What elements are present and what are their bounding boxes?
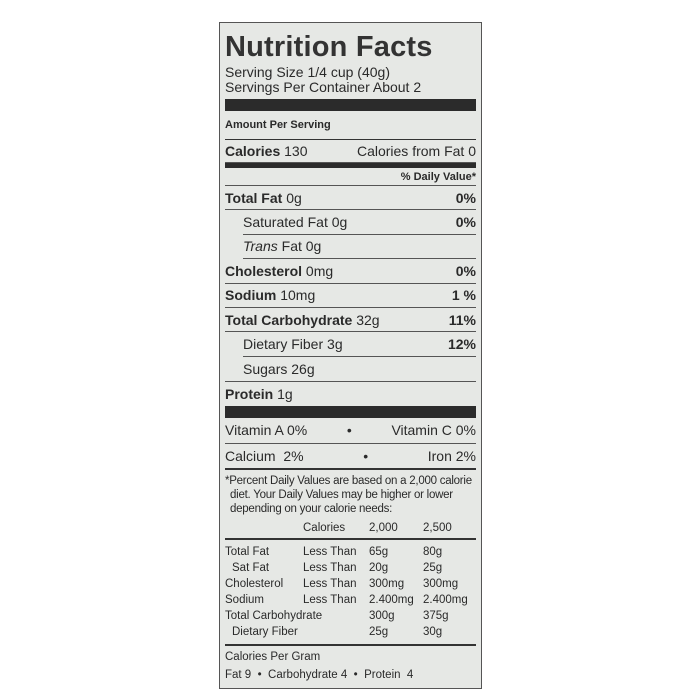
nutrient-row-total-fat: Total Fat 0g 0%	[225, 186, 476, 211]
nutrient-row-saturated-fat: Saturated Fat 0g 0%	[243, 210, 476, 235]
calories-from-fat: Calories from Fat 0	[356, 143, 476, 159]
servings-per-container: Servings Per Container About 2	[225, 79, 422, 95]
nutrient-row-cholesterol: Cholesterol 0mg 0%	[225, 259, 476, 284]
table-header: Calories 2,000 2,500	[225, 518, 476, 540]
table-row: Dietary Fiber 25g 30g	[232, 625, 443, 638]
divider	[225, 99, 476, 111]
divider	[225, 163, 476, 168]
nutrient-row-trans-fat: Trans Fat 0g	[243, 235, 476, 260]
calories-row: Calories 130 Calories from Fat 0	[225, 140, 476, 163]
table-row: Cholesterol Less Than 300mg 300mg	[225, 577, 459, 590]
divider	[225, 405, 476, 418]
nutrient-row-sugars: Sugars 26g	[243, 360, 315, 377]
table-row: Sodium Less Than 2.400mg 2.400mg	[225, 593, 468, 606]
mineral-row: Calcium 2% • Iron 2%	[225, 444, 476, 470]
footnote: *Percent Daily Values are based on a 2,0…	[225, 474, 472, 515]
table-row: Sat Fat Less Than 20g 25g	[232, 561, 443, 574]
bullet: •	[346, 422, 352, 439]
calories-value: 130	[284, 143, 308, 159]
nutrient-row-dietary-fiber: Dietary Fiber 3g 12%	[243, 332, 476, 357]
calories-label: Calories	[225, 143, 281, 159]
calories-per-gram: Calories Per Gram Fat 9 • Carbohydrate 4…	[225, 650, 414, 681]
daily-value-header: % Daily Value*	[225, 168, 476, 186]
bullet: •	[363, 447, 369, 464]
table-row: Total Fat Less Than 65g 80g	[225, 545, 443, 558]
divider	[225, 640, 476, 646]
nutrition-facts-label: Nutrition Facts Serving Size 1/4 cup (40…	[219, 22, 482, 689]
daily-values-table: Calories 2,000 2,500 Total Fat Less Than 65g…	[225, 518, 476, 646]
table-row: Total Carbohydrate 300g 375g	[225, 609, 449, 622]
vitamin-row: Vitamin A 0% • Vitamin C 0%	[225, 418, 476, 444]
serving-size: Serving Size 1/4 cup (40g)	[225, 64, 390, 80]
nutrient-row-sodium: Sodium 10mg 1 %	[225, 284, 476, 308]
amount-per-serving: Amount Per Serving	[225, 111, 476, 140]
label-title: Nutrition Facts	[225, 31, 433, 63]
nutrient-row-total-carbohydrate: Total Carbohydrate 32g 11%	[225, 308, 476, 333]
nutrient-row-protein: Protein 1g	[225, 381, 476, 405]
